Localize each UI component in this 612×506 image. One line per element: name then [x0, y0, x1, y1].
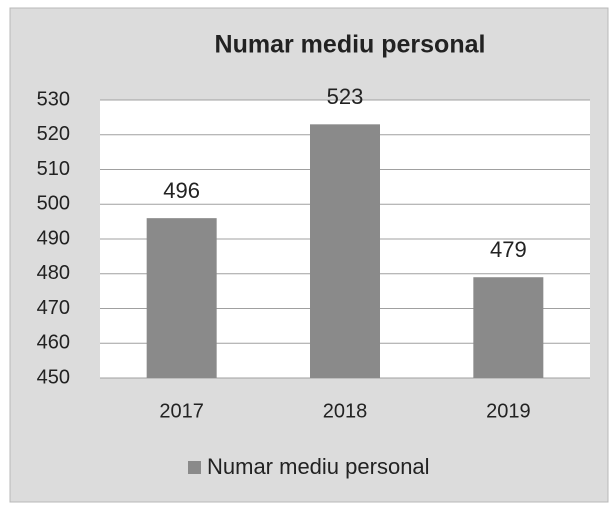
chart-title: Numar mediu personal [215, 31, 486, 59]
y-tick-label: 460 [37, 332, 70, 354]
bar [473, 277, 544, 378]
y-tick-label: 530 [37, 88, 70, 110]
x-tick-label: 2019 [486, 400, 531, 422]
y-tick-label: 510 [37, 158, 70, 180]
y-tick-label: 520 [37, 123, 70, 145]
data-label: 479 [490, 237, 527, 262]
y-tick-label: 490 [37, 227, 70, 249]
data-label: 523 [327, 84, 364, 109]
x-tick-label: 2017 [159, 400, 204, 422]
bar [146, 218, 217, 378]
y-tick-label: 470 [37, 297, 70, 319]
legend-marker [188, 461, 201, 474]
y-tick-label: 450 [37, 366, 70, 388]
x-tick-label: 2018 [323, 400, 368, 422]
data-label: 496 [163, 178, 200, 203]
y-tick-label: 480 [37, 262, 70, 284]
bar [310, 124, 380, 378]
y-tick-label: 500 [37, 193, 70, 215]
legend-label: Numar mediu personal [207, 454, 430, 479]
